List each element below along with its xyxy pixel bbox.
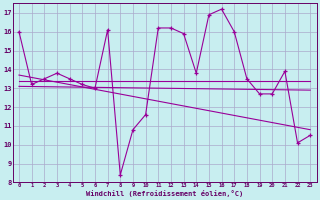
X-axis label: Windchill (Refroidissement éolien,°C): Windchill (Refroidissement éolien,°C): [86, 190, 243, 197]
